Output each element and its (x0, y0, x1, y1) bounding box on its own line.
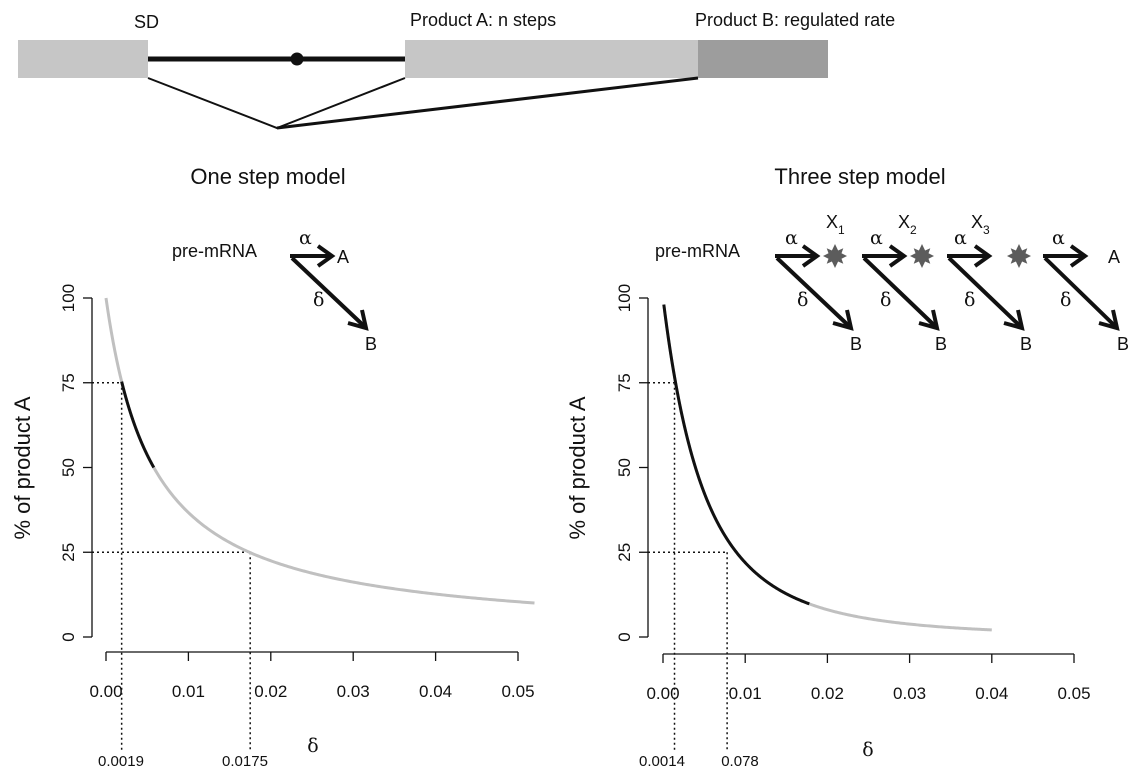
reference-value-label: 0.0014 (639, 753, 685, 770)
y-ticks: 0 25 50 75 100 (615, 284, 648, 642)
x-tick-label: 0.02 (254, 682, 287, 701)
gene-diagram: SD Product A: n steps Product B: regulat… (18, 10, 895, 130)
x-tick-label: 0.01 (729, 684, 762, 703)
x-tick-label: 0.05 (501, 682, 534, 701)
y-axis-label: % of product A (565, 396, 590, 539)
product-b-label: Product B: regulated rate (695, 10, 895, 30)
scheme-product-b: B (935, 334, 947, 354)
y-tick-label: 75 (615, 373, 634, 392)
scheme-rate-alpha: α (1052, 227, 1065, 249)
intermediate-star-icon (1007, 244, 1031, 268)
x-tick-label: 0.04 (975, 684, 1008, 703)
x-tick-label: 0.05 (1057, 684, 1090, 703)
x-tick-label: 0.00 (89, 682, 122, 701)
y-tick-label: 50 (615, 458, 634, 477)
response-curve (104, 297, 535, 605)
scheme-arrow-b (290, 256, 366, 328)
scheme-rate-alpha: α (785, 227, 798, 249)
product-b-exon (698, 40, 828, 78)
response-curve-highlight (120, 381, 156, 469)
intermediate-label: X1 (826, 212, 845, 237)
x-tick-label: 0.03 (893, 684, 926, 703)
one-step-scheme: pre-mRNA α A δ B (172, 227, 377, 354)
scheme-product-b: B (850, 334, 862, 354)
scheme-product-a: A (1108, 247, 1120, 267)
intron-dot (290, 52, 304, 66)
intermediate-label: X2 (898, 212, 917, 237)
chart-title: One step model (190, 164, 345, 189)
x-axis-label: δ (307, 735, 318, 757)
intermediate-star-icon (823, 244, 847, 268)
chart-title: Three step model (774, 164, 945, 189)
x-tick-label: 0.02 (811, 684, 844, 703)
scheme-product-b: B (365, 334, 377, 354)
x-axis-label: δ (862, 739, 873, 761)
x-ticks: 0.00 0.01 0.02 0.03 0.04 0.05 (646, 654, 1091, 703)
scheme-product-a: A (337, 247, 349, 267)
sd-label: SD (134, 12, 159, 32)
scheme-substrate: pre-mRNA (172, 241, 257, 261)
reference-value-label: 0.078 (721, 753, 759, 770)
x-tick-label: 0.03 (337, 682, 370, 701)
scheme-rate-delta: δ (797, 289, 808, 311)
scheme-rate-alpha: α (870, 227, 883, 249)
intermediate-star-icon (910, 244, 934, 268)
scheme-arrow-b (862, 256, 937, 328)
scheme-arrow-b (1043, 256, 1117, 328)
scheme-rate-alpha: α (954, 227, 967, 249)
reference-lines (92, 382, 251, 752)
scheme-rate-delta: δ (880, 289, 891, 311)
scheme-rate-delta: δ (964, 289, 975, 311)
y-axis-label: % of product A (10, 396, 35, 539)
scheme-rate-delta: δ (313, 289, 324, 311)
scheme-arrowhead-b (832, 309, 854, 331)
scheme-arrowhead-a (888, 244, 908, 268)
product-a-exon (405, 40, 698, 78)
reference-lines (648, 382, 728, 752)
scheme-arrowhead-b (918, 309, 940, 331)
product-a-label: Product A: n steps (410, 10, 556, 30)
scheme-arrowhead-a (316, 244, 336, 268)
x-tick-label: 0.00 (646, 684, 679, 703)
scheme-arrowhead-a (1069, 244, 1089, 268)
splice-line-b (276, 76, 699, 130)
x-tick-label: 0.01 (172, 682, 205, 701)
scheme-arrowhead-a (801, 244, 821, 268)
scheme-product-b: B (1117, 334, 1129, 354)
intermediate-label: X3 (971, 212, 990, 237)
x-tick-label: 0.04 (419, 682, 452, 701)
three-step-scheme: pre-mRNA α δ B X1 α δ B X2 α (655, 212, 1129, 354)
sd-exon (18, 40, 148, 78)
scheme-arrow-b (775, 256, 851, 328)
scheme-arrowhead-a (973, 244, 993, 268)
response-curve-highlight (662, 304, 810, 606)
scheme-substrate: pre-mRNA (655, 241, 740, 261)
y-tick-label: 100 (59, 284, 78, 312)
reference-value-label: 0.0175 (222, 753, 268, 770)
chart-one-step: One step model pre-mRNA α A δ B 0 25 50 75 1… (10, 164, 535, 770)
scheme-product-b: B (1020, 334, 1032, 354)
y-ticks: 0 25 50 75 100 (59, 284, 92, 642)
y-tick-label: 25 (615, 543, 634, 562)
splice-line-a (147, 77, 406, 130)
scheme-arrow-b (947, 256, 1022, 328)
scheme-arrowhead-b (1003, 309, 1025, 331)
scheme-arrowhead-b (1098, 309, 1120, 331)
scheme-arrowhead-b (347, 309, 369, 331)
y-tick-label: 100 (615, 284, 634, 312)
y-tick-label: 0 (59, 632, 78, 641)
scheme-rate-delta: δ (1060, 289, 1071, 311)
scheme-rate-alpha: α (299, 227, 312, 249)
x-ticks: 0.00 0.01 0.02 0.03 0.04 0.05 (89, 652, 535, 701)
y-tick-label: 25 (59, 543, 78, 562)
y-tick-label: 50 (59, 458, 78, 477)
reference-value-label: 0.0019 (98, 753, 144, 770)
chart-three-step: Three step model pre-mRNA α δ B X1 α δ B… (565, 164, 1129, 770)
y-tick-label: 75 (59, 373, 78, 392)
y-tick-label: 0 (615, 632, 634, 641)
